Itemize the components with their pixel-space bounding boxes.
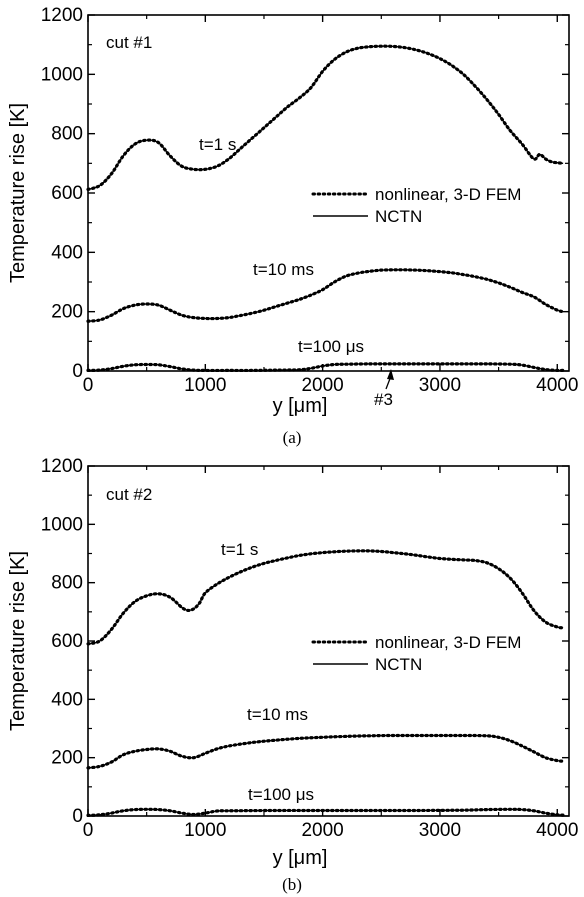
y-tick-label: 0 xyxy=(72,361,83,382)
y-tick-label: 400 xyxy=(51,689,83,710)
panel-a: 0 1000 2000 3000 4000 0 200 400 600 800 1000 1200 T… xyxy=(7,5,578,447)
legend-label-nctn: NCTN xyxy=(375,207,422,226)
x-tick-label: 1000 xyxy=(184,375,226,396)
series-line-fem xyxy=(86,362,565,373)
series-line-fem xyxy=(86,807,565,817)
y-tick-label: 0 xyxy=(72,806,83,827)
legend-label-fem: nonlinear, 3-D FEM xyxy=(375,633,521,652)
x-axis-title: y [μm] xyxy=(273,395,328,417)
marker-label: #3 xyxy=(374,390,393,409)
x-tick-label: 2000 xyxy=(301,375,343,396)
panel-label: cut #1 xyxy=(106,33,152,52)
y-tick-label: 1000 xyxy=(41,64,83,85)
curve-label-t1s: t=1 s xyxy=(199,135,236,154)
marker-annotation: #3 xyxy=(374,369,394,409)
series-line-fem xyxy=(86,549,565,646)
curve-label-t100us: t=100 μs xyxy=(248,785,314,804)
x-tick-label: 4000 xyxy=(536,820,578,841)
series-line-nctn xyxy=(87,269,564,322)
y-tick-label: 1200 xyxy=(41,5,83,26)
y-axis-title: Temperature rise [K] xyxy=(7,551,29,731)
x-axis-title: y [μm] xyxy=(273,847,328,869)
panel-b: 0 1000 2000 3000 4000 0 200 400 600 800 1000 1200 T… xyxy=(7,456,578,894)
panel-a-marks: 0 1000 2000 3000 4000 0 200 400 600 800 1000 1200 xyxy=(41,5,579,396)
x-tick-label: 3000 xyxy=(419,820,461,841)
y-tick-label: 600 xyxy=(51,183,83,204)
y-tick-label: 200 xyxy=(51,748,83,769)
y-tick-label: 600 xyxy=(51,631,83,652)
curve-label-t10ms: t=10 ms xyxy=(253,260,314,279)
panel-label: cut #2 xyxy=(106,485,152,504)
y-tick-label: 1000 xyxy=(41,514,83,535)
legend: nonlinear, 3-D FEM NCTN xyxy=(311,185,521,226)
curve-label-t1s: t=1 s xyxy=(221,540,258,559)
x-tick-label: 4000 xyxy=(536,375,578,396)
marker-arrow-head xyxy=(387,369,394,380)
series-line-fem xyxy=(86,44,565,191)
y-tick-label: 1200 xyxy=(41,456,83,477)
x-tick-label: 2000 xyxy=(301,820,343,841)
curve-label-t10ms: t=10 ms xyxy=(247,705,308,724)
y-tick-label: 800 xyxy=(51,124,83,145)
y-tick-label: 200 xyxy=(51,302,83,323)
y-tick-label: 400 xyxy=(51,242,83,263)
caption: (b) xyxy=(282,875,302,894)
series-line-fem xyxy=(86,733,565,770)
x-tick-label: 0 xyxy=(83,375,94,396)
caption: (a) xyxy=(283,428,302,447)
x-tick-label: 0 xyxy=(83,820,94,841)
y-tick-label: 800 xyxy=(51,573,83,594)
legend-label-fem: nonlinear, 3-D FEM xyxy=(375,185,521,204)
x-tick-label: 1000 xyxy=(184,820,226,841)
y-axis-title: Temperature rise [K] xyxy=(7,103,29,283)
curve-label-t100us: t=100 μs xyxy=(298,337,364,356)
legend: nonlinear, 3-D FEM NCTN xyxy=(311,633,521,674)
panel-b-marks: 0 1000 2000 3000 4000 0 200 400 600 800 1000 1200 xyxy=(41,456,579,841)
series-line-fem xyxy=(86,268,565,323)
series-line-nctn xyxy=(87,734,564,769)
legend-label-nctn: NCTN xyxy=(375,655,422,674)
x-tick-label: 3000 xyxy=(419,375,461,396)
